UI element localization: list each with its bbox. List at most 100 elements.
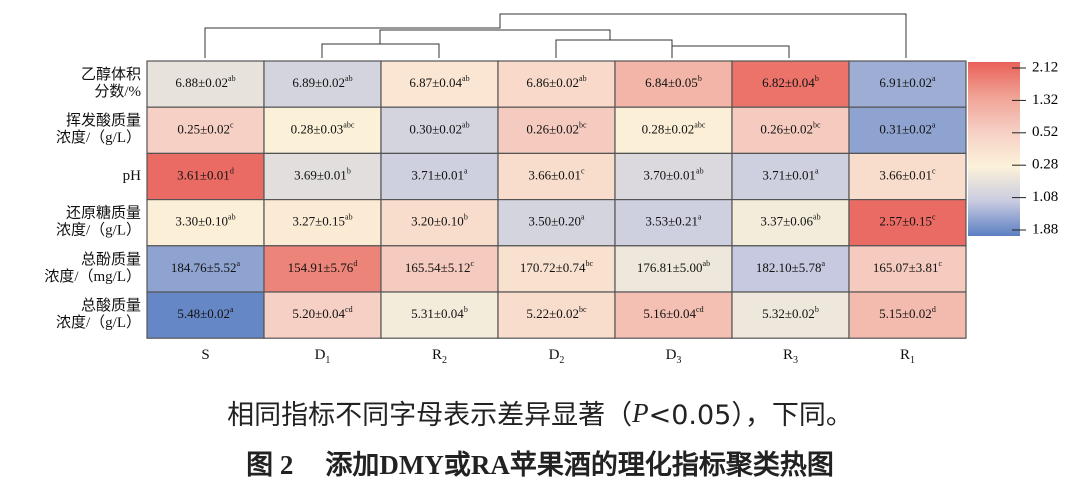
cell-value: 3.71±0.01 [762,167,815,182]
column-name: D [315,348,326,364]
row-label: 总酚质量 [81,251,141,268]
cell-value: 176.81±5.00 [637,260,703,275]
cell-label: 3.20±0.10b [411,213,468,229]
cell-value: 3.71±0.01 [411,167,464,182]
cell-value: 0.31±0.02 [879,121,932,136]
heatmap-cell [497,199,616,247]
heatmap-cell [731,245,850,293]
cell-label: 3.70±0.01ab [643,166,703,182]
cell-label: 3.27±0.15ab [292,213,352,229]
cell-label: 2.57±0.15c [879,213,936,229]
significance-letter: abc [343,120,355,129]
cell-value: 5.22±0.02 [526,306,579,321]
significance-letter: a [932,74,936,83]
significance-letter: b [347,166,351,175]
heatmap-cell [263,106,382,154]
cell-label: 3.71±0.01a [762,166,819,182]
cell-label: 0.25±0.02c [177,120,234,136]
cell-label: 0.31±0.02a [879,120,936,136]
column-label: R1 [900,348,915,367]
heatmap-cell [146,152,265,201]
significance-letter: ab [345,74,353,83]
cell-value: 3.66±0.01 [879,167,932,182]
heatmap-cell [146,199,265,247]
significance-letter: bc [586,259,594,268]
column-label: D3 [666,348,682,367]
column-label: R2 [432,348,447,367]
row-label: 总酸质量 [81,297,141,314]
column-subscript: 2 [442,355,447,366]
significance-letter: b [464,213,468,222]
cell-value: 165.54±5.12 [405,260,471,275]
dendrogram-branch [555,39,673,58]
dendrogram [204,13,907,58]
cell-label: 3.71±0.01a [411,166,468,182]
cell-value: 0.28±0.02 [642,121,695,136]
column-name: S [201,348,209,364]
significance-letter: b [815,74,819,83]
heatmap-cell [731,199,850,247]
column-subscript: 3 [793,355,798,366]
cell-label: 0.26±0.02bc [526,120,587,136]
cell-label: 3.53±0.21a [645,213,702,229]
column-label: D2 [549,348,565,367]
cell-value: 154.91±5.76 [288,260,354,275]
column-subscript: 3 [676,355,681,366]
cell-label: 3.30±0.10ab [175,213,235,229]
heatmap-cell [848,199,967,247]
cell-label: 3.66±0.01c [528,166,585,182]
significance-letter: ab [462,120,470,129]
significance-letter: cd [696,305,704,314]
cell-label: 182.10±5.78a [756,259,826,275]
cell-value: 0.25±0.02 [177,121,230,136]
cell-label: 5.20±0.04cd [292,305,352,321]
cell-value: 5.48±0.02 [177,306,230,321]
heatmap-cell [848,245,967,293]
significance-letter: a [581,213,585,222]
colorbar-tick-label: 0.52 [1032,124,1058,140]
column-subscript: 1 [910,355,915,366]
significance-letter: ab [345,213,353,222]
row-label: 分数/% [94,83,141,100]
cell-label: 5.22±0.02bc [526,305,587,321]
column-label: R3 [783,348,798,367]
caption-note: 相同指标不同字母表示差异显著（P<0.05），下同。 [227,398,853,430]
cell-label: 6.91±0.02a [879,74,936,90]
cell-value: 6.88±0.02 [175,75,228,90]
cell-value: 3.27±0.15 [292,214,345,229]
cell-label: 0.28±0.02abc [642,120,706,136]
heatmap-cell [146,245,265,293]
heatmap-cell [614,106,733,154]
significance-letter: d [353,259,357,268]
dendrogram-branch [204,13,907,58]
dendrogram-branch [671,45,730,58]
significance-letter: c [230,120,234,129]
cell-value: 5.32±0.02 [762,306,815,321]
significance-letter: a [932,120,936,129]
cell-label: 5.15±0.02d [879,305,936,321]
cell-label: 6.89±0.02ab [292,74,352,90]
dendrogram-branch [379,29,611,44]
caption-text: 相同指标不同字母表示差异显著（ [227,400,632,431]
cell-value: 3.37±0.06 [760,214,813,229]
cell-label: 0.30±0.02ab [409,120,469,136]
heatmap-cell [263,152,382,201]
heatmap-cell [380,106,499,154]
cell-value: 170.72±0.74 [520,260,586,275]
cell-value: 6.86±0.02 [526,75,579,90]
heatmap-cell [848,291,967,339]
significance-letter: a [464,166,468,175]
significance-letter: c [581,166,585,175]
cell-value: 165.07±3.81 [873,260,939,275]
cell-label: 176.81±5.00ab [637,259,710,275]
cell-label: 165.07±3.81c [873,259,943,275]
cell-value: 3.20±0.10 [411,214,464,229]
row-label: 浓度/（g/L） [56,222,141,239]
cell-value: 0.26±0.02 [526,121,579,136]
significance-letter: c [932,213,936,222]
significance-letter: a [822,259,826,268]
heatmap-cell [614,152,733,201]
row-label: 挥发酸质量 [66,112,141,129]
column-name: R [783,348,793,364]
